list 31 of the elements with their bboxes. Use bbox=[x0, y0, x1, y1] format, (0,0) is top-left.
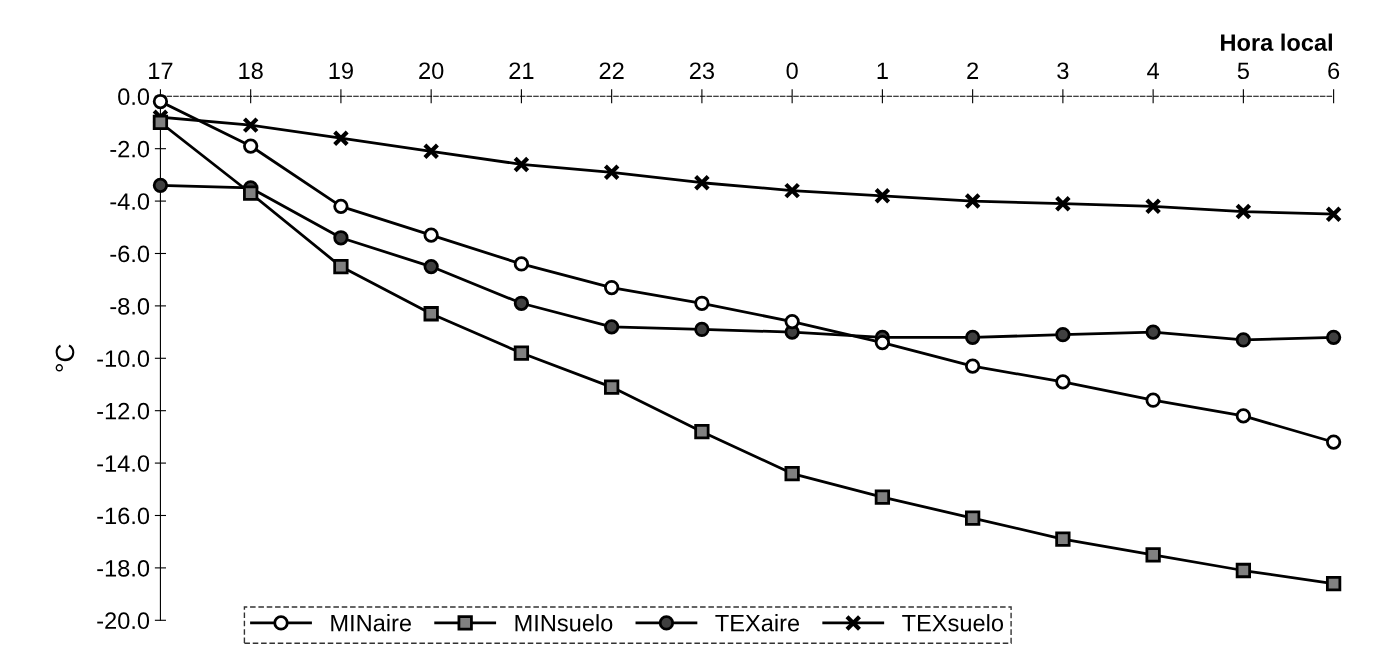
x-tick-label: 17 bbox=[149, 62, 173, 79]
y-axis-title: °C bbox=[55, 344, 75, 372]
legend-label: TEXaire bbox=[715, 614, 800, 632]
x-axis-title: Hora local bbox=[1221, 33, 1332, 51]
legend-label: MINaire bbox=[331, 614, 412, 632]
y-tick-label: -20.0 bbox=[97, 612, 150, 630]
y-tick-label: -4.0 bbox=[110, 193, 150, 210]
x-tick-label: 23 bbox=[689, 62, 714, 80]
y-tick-label: -18.0 bbox=[97, 559, 150, 577]
x-tick-label: 5 bbox=[1237, 62, 1249, 80]
x-tick-label: 4 bbox=[1147, 62, 1159, 79]
y-tick-label: -12.0 bbox=[97, 402, 150, 420]
y-tick-label: -8.0 bbox=[110, 297, 150, 315]
y-tick-label: -10.0 bbox=[97, 350, 150, 368]
y-tick-label: -16.0 bbox=[97, 507, 150, 525]
x-tick-label: 0 bbox=[786, 62, 798, 80]
x-tick-label: 19 bbox=[329, 62, 353, 80]
x-tick-label: 20 bbox=[419, 62, 444, 80]
y-tick-label: -6.0 bbox=[110, 245, 150, 263]
y-tick-label: -14.0 bbox=[97, 455, 150, 472]
legend-label: TEXsuelo bbox=[902, 614, 1004, 632]
legend-label: MINsuelo bbox=[515, 614, 613, 632]
x-tick-label: 18 bbox=[239, 62, 263, 80]
x-tick-label: 2 bbox=[967, 62, 979, 79]
x-tick-label: 3 bbox=[1057, 62, 1069, 80]
y-tick-label: 0.0 bbox=[118, 88, 150, 106]
x-tick-label: 21 bbox=[509, 62, 534, 79]
x-tick-label: 6 bbox=[1328, 62, 1340, 80]
x-tick-label: 22 bbox=[599, 62, 624, 79]
y-tick-label: -2.0 bbox=[110, 140, 150, 158]
x-tick-label: 1 bbox=[877, 62, 888, 79]
